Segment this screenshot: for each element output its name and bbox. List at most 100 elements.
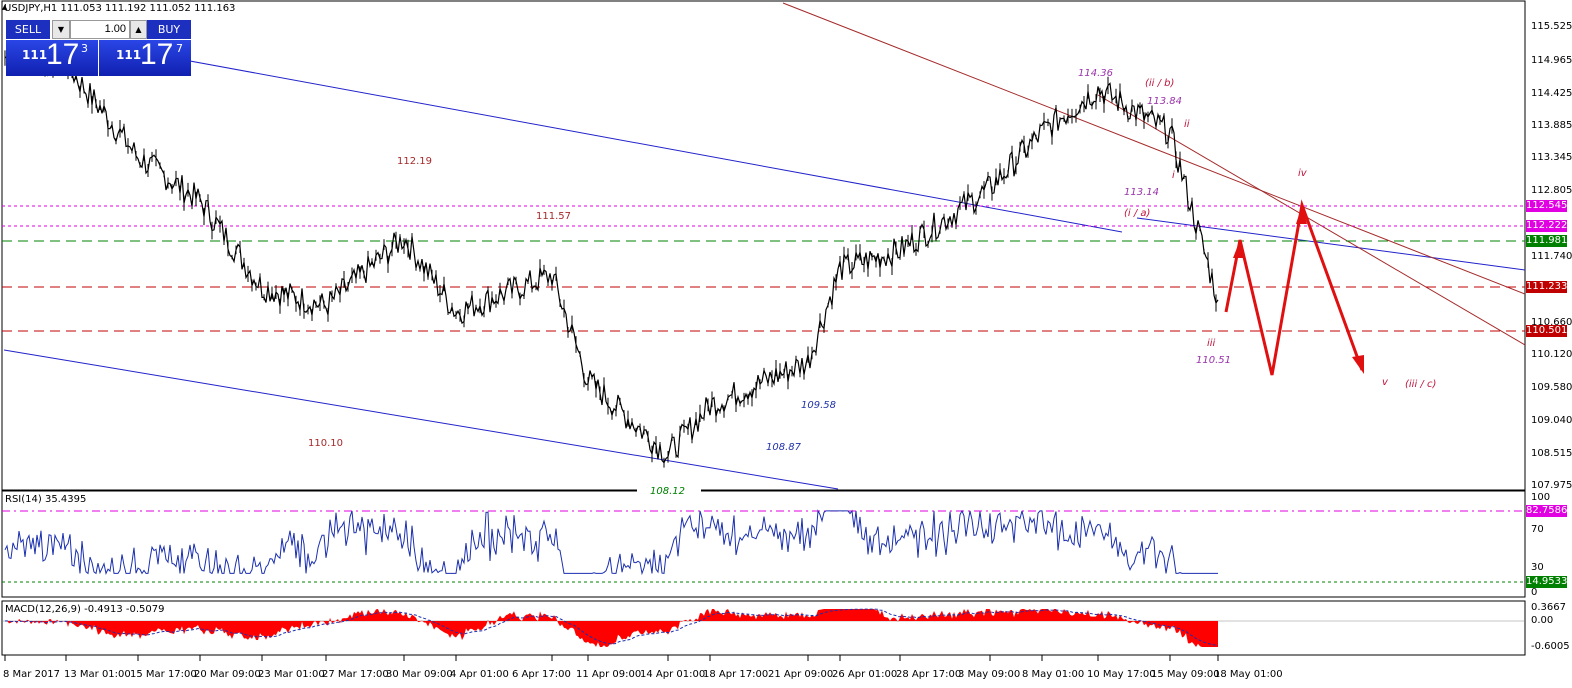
price-bars (4, 42, 1217, 468)
lower-blue-channel-line[interactable] (3, 349, 839, 490)
price-axis-label: 109.040 (1531, 415, 1572, 426)
time-axis-label: 23 Mar 01:00 (258, 669, 325, 680)
time-axis-label: 10 May 17:00 (1087, 669, 1156, 680)
annotation-11157: 111.57 (536, 211, 571, 222)
price-axis-label: 115.525 (1531, 21, 1572, 32)
time-axis-label: 26 Apr 01:00 (832, 669, 898, 680)
rsi-panel-frame (1, 490, 1526, 598)
annotation-11010: 110.10 (308, 438, 343, 449)
buy-price-box[interactable]: 111 17 7 (99, 38, 191, 76)
annotation-11384: 113.84 (1147, 96, 1182, 107)
annotation-10958: 109.58 (801, 400, 836, 411)
rsi-axis-label: 0 (1531, 587, 1538, 598)
price-axis-label: 114.425 (1531, 88, 1572, 99)
main-panel-frame (1, 0, 1526, 491)
annotation-wave-v: v (1382, 377, 1388, 388)
sell-price-box[interactable]: 111 17 3 (6, 38, 98, 76)
time-axis-label: 13 Mar 01:00 (64, 669, 131, 680)
macd-panel-frame (1, 600, 1526, 656)
annotation-wave-i: i (1172, 170, 1175, 181)
time-axis-label: 18 Apr 17:00 (703, 669, 769, 680)
price-tag-110501: 110.501 (1526, 325, 1568, 337)
rsi-tag-upper: 82.7586 (1526, 505, 1568, 517)
time-axis-label: 15 May 09:00 (1151, 669, 1220, 680)
rsi-line (4, 509, 1218, 576)
upper-blue-channel-line[interactable] (129, 49, 1123, 233)
rsi-axis-label: 30 (1531, 562, 1544, 573)
price-axis-label: 114.965 (1531, 55, 1572, 66)
arrow-head-1 (1233, 240, 1244, 258)
price-axis-label: 110.120 (1531, 349, 1572, 360)
lot-size-input[interactable]: 1.00 (70, 20, 130, 39)
macd-title: MACD(12,26,9) -0.4913 -0.5079 (5, 604, 165, 615)
rsi-axis-label: 100 (1531, 492, 1551, 503)
sell-button[interactable]: SELL (6, 20, 50, 39)
arrow-head-3 (1352, 355, 1364, 374)
chart-title: USDJPY,H1 111.053 111.192 111.052 111.16… (4, 3, 236, 14)
annotation-wave-ii: ii (1184, 119, 1190, 130)
lot-decrease-icon[interactable]: ▼ (52, 20, 70, 39)
blue-support-line[interactable] (1136, 217, 1526, 271)
time-axis-label: 11 Apr 09:00 (576, 669, 642, 680)
time-axis-label: 15 Mar 17:00 (130, 669, 197, 680)
buy-price-big: 111 (116, 48, 142, 62)
price-tag-112222: 112.222 (1526, 220, 1568, 232)
red-channel-line-outer[interactable] (782, 2, 1526, 295)
sell-price-fraction: 3 (81, 42, 88, 55)
macd-axis-label: 0.00 (1531, 615, 1554, 626)
time-axis-ticks (4, 655, 1219, 661)
time-axis-label: 27 Mar 17:00 (322, 669, 389, 680)
annotation-wave-i-a: (i / a) (1124, 208, 1151, 219)
chart-menu-icon[interactable]: ▲ (2, 3, 8, 11)
time-axis-label: 21 Apr 09:00 (768, 669, 834, 680)
buy-price-fraction: 7 (176, 42, 183, 55)
annotation-wave-iii: iii (1207, 338, 1216, 349)
price-series-line (4, 48, 1219, 464)
price-tag-111981: 111.981 (1526, 235, 1568, 247)
macd-axis-label: -0.6005 (1531, 641, 1570, 652)
price-axis-label: 109.580 (1531, 382, 1572, 393)
price-axis-label: 113.885 (1531, 120, 1572, 131)
time-axis-label: 18 May 01:00 (1214, 669, 1283, 680)
annotation-10887: 108.87 (766, 442, 801, 453)
arrow-head-2 (1296, 205, 1307, 224)
annotation-11219: 112.19 (397, 156, 432, 167)
time-axis-label: 4 Apr 01:00 (450, 669, 509, 680)
low-label-bg (637, 487, 701, 497)
price-tag-112545: 112.545 (1526, 200, 1568, 212)
time-axis-label: 3 May 09:00 (958, 669, 1021, 680)
price-axis-label: 112.805 (1531, 185, 1572, 196)
forecast-path (1224, 199, 1364, 376)
sell-price-pips: 17 (46, 38, 80, 71)
annotation-11051: 110.51 (1196, 355, 1231, 366)
annotation-high: 114.36 (1078, 68, 1113, 79)
price-axis-label: 113.345 (1531, 152, 1572, 163)
lot-increase-icon[interactable]: ▲ (130, 20, 147, 39)
sell-price-big: 111 (22, 48, 48, 62)
annotation-10812: 108.12 (650, 486, 685, 497)
buy-button[interactable]: BUY (147, 20, 191, 39)
annotation-11314: 113.14 (1124, 187, 1159, 198)
rsi-title: RSI(14) 35.4395 (5, 494, 87, 505)
time-axis-label: 14 Apr 01:00 (640, 669, 706, 680)
buy-price-pips: 17 (140, 38, 174, 71)
time-axis-label: 8 May 01:00 (1022, 669, 1085, 680)
time-axis-label: 20 Mar 09:00 (194, 669, 261, 680)
time-axis-label: 28 Apr 17:00 (896, 669, 962, 680)
red-channel-line-inner[interactable] (1097, 94, 1526, 346)
price-axis-label: 108.515 (1531, 448, 1572, 459)
rsi-tag-lower: 14.9533 (1526, 576, 1568, 588)
time-axis-label: 30 Mar 09:00 (386, 669, 453, 680)
price-axis-label: 110.660 (1531, 317, 1572, 328)
time-axis-label: 8 Mar 2017 (3, 669, 61, 680)
annotation-wave-iv: iv (1298, 168, 1307, 179)
price-tag-111233: 111.233 (1526, 281, 1568, 293)
price-axis-label: 111.740 (1531, 251, 1572, 262)
time-axis-label: 6 Apr 17:00 (512, 669, 571, 680)
one-click-trading-panel: SELL ▼ 1.00 ▲ BUY 111 17 3 111 17 7 (6, 20, 191, 76)
macd-signal-line (4, 608, 1219, 646)
price-axis-label: 107.975 (1531, 480, 1572, 491)
macd-axis-label: 0.3667 (1531, 602, 1566, 613)
rsi-axis-label: 70 (1531, 524, 1544, 535)
